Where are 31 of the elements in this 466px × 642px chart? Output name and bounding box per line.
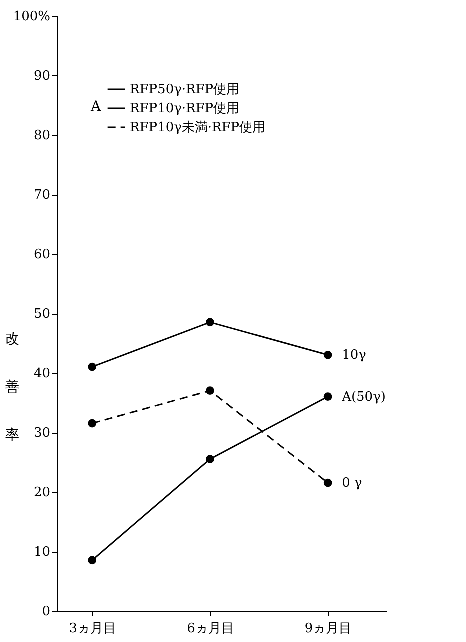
y-tick-label: 10 <box>34 545 50 560</box>
point <box>324 350 332 360</box>
y-tick-label: 0 <box>42 604 50 620</box>
text: 改善率 <box>6 332 20 444</box>
point <box>206 386 214 396</box>
legend-label: RFP10γ·RFP使用 <box>130 102 240 116</box>
point <box>88 362 97 372</box>
y-tick-label: 100% <box>13 10 50 24</box>
y-tick-label: 40 <box>34 366 50 382</box>
y-tick-label: 90 <box>34 69 50 84</box>
legend-label: RFP10γ未満·RFP使用 <box>130 120 266 136</box>
annotation: A(50γ) <box>341 390 386 405</box>
x-tick-label: 9ヵ月目 <box>304 622 352 636</box>
x-tick-label: 3ヵ月目 <box>69 622 116 636</box>
point <box>88 419 97 428</box>
point <box>206 455 214 464</box>
y-tick-label: 80 <box>34 128 50 144</box>
y-tick-label: 20 <box>34 486 50 500</box>
y-tick-label: 50 <box>34 307 50 322</box>
annotation: 10γ <box>342 348 367 364</box>
y-tick-label: 70 <box>34 188 50 203</box>
point <box>88 556 97 565</box>
point <box>324 478 332 488</box>
y-tick-label: 60 <box>34 248 50 262</box>
point <box>324 392 332 401</box>
x-tick-label: 6ヵ月目 <box>187 622 234 636</box>
legend-label: RFP50γ·RFP使用 <box>130 82 240 98</box>
annotation: 0 γ <box>342 476 362 492</box>
y-tick-label: 30 <box>34 426 50 441</box>
legend-title: A <box>90 99 102 115</box>
point <box>206 318 214 327</box>
